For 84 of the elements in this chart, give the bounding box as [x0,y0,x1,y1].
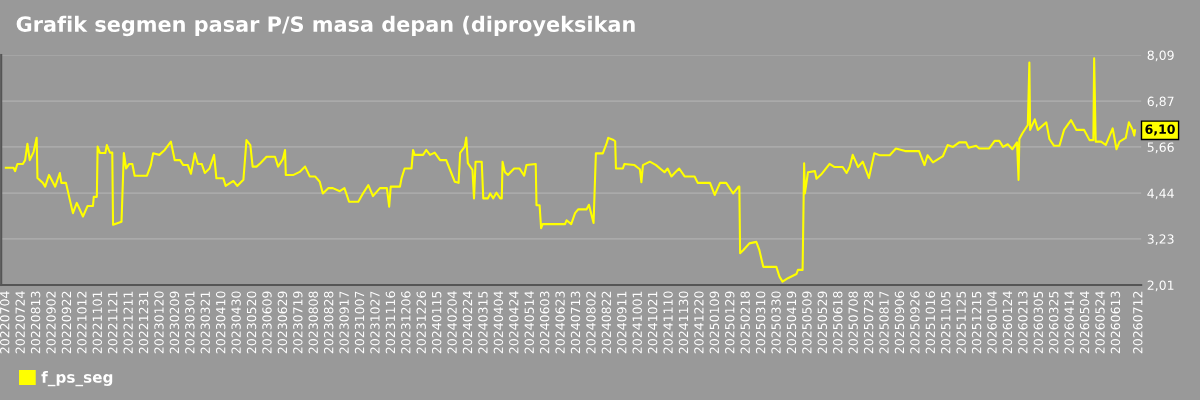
x-tick-label: 20250817 [879,291,889,354]
x-tick-label: 20250728 [863,291,874,354]
x-tick-label: 20241021 [647,291,658,354]
x-tick-label: 20230410 [215,291,226,354]
x-tick-label: 20221211 [123,291,133,354]
x-tick-label: 20221121 [107,291,118,354]
x-tick-label: 20231116 [385,291,396,354]
y-tick-label: 6,87 [1147,96,1174,108]
x-tick-label: 20220724 [15,291,25,354]
x-tick-label: 20221101 [92,291,103,354]
x-tick-label: 20230719 [293,291,303,354]
x-tick-label: 20260104 [987,291,997,354]
x-tick-label: 20230609 [262,291,272,354]
x-tick-label: 20220902 [46,291,56,354]
x-tick-label: 20230828 [323,291,334,354]
x-tick-label: 20221012 [77,291,87,354]
x-tick-label: 20240315 [478,291,488,354]
x-tick-label: 20220813 [30,291,41,354]
x-tick-label: 20240603 [539,291,550,354]
x-tick-label: 20230808 [308,291,318,354]
x-tick-label: 20231007 [354,291,365,354]
x-tick-label: 20250708 [848,291,858,354]
x-tick-label: 20250906 [894,291,905,354]
x-tick-label: 20260305 [1033,291,1044,354]
y-tick-label: 2,01 [1147,280,1174,292]
y-tick-label: 8,09 [1147,50,1174,62]
x-tick-label: 20231206 [401,291,411,354]
x-tick-label: 20230520 [246,291,257,354]
x-tick-label: 20240204 [447,291,457,354]
x-tick-label: 20250330 [771,291,781,354]
x-tick-label: 20250529 [817,291,828,354]
x-tick-label: 20240623 [555,291,565,354]
x-tick-label: 20250419 [786,291,797,354]
x-tick-label: 20240514 [524,291,534,354]
x-tick-label: 20240115 [431,291,442,354]
x-tick-label: 20231226 [416,291,426,354]
x-tick-label: 20241130 [678,291,689,354]
x-tick-label: 20250218 [740,291,750,354]
x-tick-label: 20220704 [0,291,10,354]
x-tick-label: 20250109 [709,291,720,354]
x-tick-label: 20260613 [1110,291,1121,354]
x-tick-label: 20230917 [339,291,349,354]
x-tick-label: 20240713 [570,291,581,354]
x-tick-label: 20250129 [725,291,735,354]
x-tick-label: 20230209 [169,291,180,354]
line-series [4,57,1137,283]
x-tick-label: 20251125 [956,291,966,354]
x-tick-label: 20240404 [493,291,504,354]
x-tick-label: 20250618 [833,291,843,354]
x-tick-label: 20260213 [1018,291,1028,354]
y-tick-label: 4,44 [1147,188,1174,200]
y-tick-label: 5,66 [1147,142,1174,154]
x-tick-label: 20260712 [1133,291,1143,354]
x-tick-label: 20241220 [694,291,704,354]
x-tick-label: 20260524 [1095,291,1105,354]
x-tick-label: 20230120 [154,291,164,354]
y-tick-label: 3,23 [1147,234,1174,246]
legend-label: f_ps_seg [41,371,113,387]
x-tick-label: 20240822 [601,291,612,354]
x-tick-label: 20250310 [755,291,766,354]
x-tick-label: 20260504 [1079,291,1090,354]
x-tick-label: 20220922 [61,291,72,354]
x-tick-label: 20240802 [586,291,596,354]
x-tick-label: 20250509 [802,291,812,354]
x-tick-label: 20250926 [910,291,920,354]
annotation: 6,10 [1145,124,1175,136]
x-tick-label: 20241110 [663,291,673,354]
x-tick-label: 20231027 [370,291,380,354]
x-tick-label: 20260414 [1064,291,1074,354]
x-tick-label: 20230629 [277,291,288,354]
x-tick-label: 20251016 [925,291,936,354]
x-tick-label: 20230321 [200,291,210,354]
x-tick-label: 20240224 [462,291,473,354]
x-tick-label: 20251105 [941,291,951,354]
x-tick-label: 20230430 [231,291,241,354]
chart-title: Grafik segmen pasar P/S masa depan (diproyeksikan [16,15,635,37]
x-tick-label: 20240424 [509,291,519,354]
x-tick-label: 20221231 [138,291,149,354]
x-tick-label: 20241001 [632,291,642,354]
x-tick-label: 20240911 [617,291,627,354]
x-tick-label: 20230301 [185,291,195,354]
x-tick-label: 20260325 [1048,291,1059,354]
x-tick-label: 20251215 [971,291,982,354]
x-tick-label: 20260124 [1002,291,1013,354]
